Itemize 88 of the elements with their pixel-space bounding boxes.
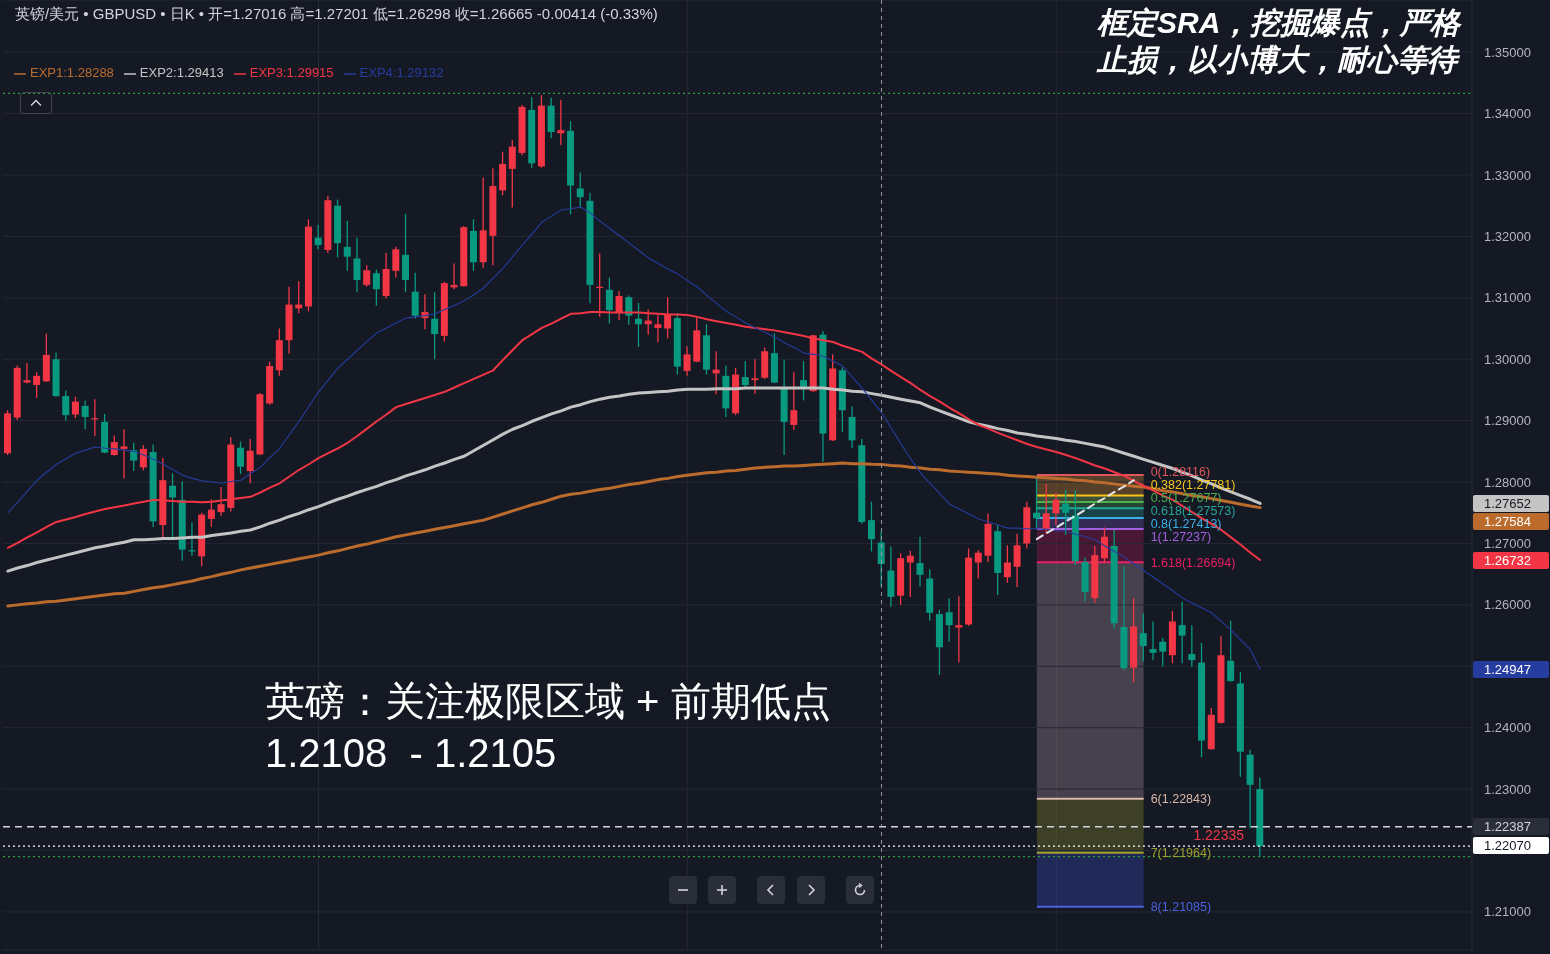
candlestick [130, 442, 138, 472]
candlestick [1003, 544, 1011, 584]
candlestick [945, 597, 953, 643]
candlestick [120, 428, 128, 480]
candlestick [314, 224, 322, 250]
text: 1.27652 [1473, 495, 1549, 512]
candlestick [635, 302, 642, 348]
candlestick [353, 237, 361, 293]
y-tick-label: 1.34000 [1484, 106, 1531, 122]
candlestick [916, 536, 924, 588]
ref-line-label: 1.22070 [1473, 837, 1549, 855]
y-tick-label: 1.33000 [1484, 167, 1531, 183]
legend-label: EXP4:1.29132 [359, 65, 444, 80]
text: 1.24947 [1473, 661, 1549, 678]
text: 1.26732 [1473, 551, 1549, 569]
ref-line-label: 1(1.27237) [1150, 530, 1212, 545]
ref-line-label: 7(1.21964) [1150, 846, 1212, 861]
candlestick [1139, 612, 1147, 663]
y-tick-label: 1.23000 [1484, 781, 1531, 797]
candlestick [790, 371, 798, 431]
candlestick [236, 440, 244, 475]
candlestick [217, 486, 225, 517]
candlestick [33, 371, 41, 399]
candlestick [508, 139, 516, 209]
candlestick [625, 294, 633, 326]
annotation: 1.2108 - 1.2105 [265, 730, 557, 776]
candlestick [955, 595, 963, 664]
candlestick [246, 438, 254, 484]
candlestick [343, 220, 351, 272]
candlestick [1052, 492, 1060, 526]
candlestick [974, 549, 982, 580]
y-tick-label: 1.35000 [1484, 44, 1531, 60]
legend-label: EXP3:1.29915 [249, 65, 334, 80]
candlestick [557, 99, 565, 146]
candlestick [751, 358, 759, 395]
candlestick [1100, 526, 1108, 564]
candlestick [81, 399, 89, 430]
candlestick [848, 405, 856, 449]
candlestick [392, 246, 400, 279]
line-series [1035, 479, 1135, 541]
y-tick-label: 1.31000 [1484, 290, 1531, 306]
candlestick [800, 360, 808, 402]
line-series [7, 206, 1261, 671]
candlestick [139, 444, 147, 472]
ref-line-label: 6(1.22843) [1150, 792, 1212, 807]
legend-label: EXP1:1.28288 [30, 65, 114, 80]
candlestick [71, 396, 79, 419]
candlestick [411, 272, 419, 320]
candlestick [1042, 483, 1050, 535]
y-tick-label: 1.28000 [1484, 474, 1531, 490]
y-tick-label: 1.21000 [1484, 904, 1531, 920]
text: 1.27584 [1473, 513, 1549, 530]
candlestick [1062, 489, 1070, 536]
candlestick [1188, 624, 1196, 668]
candlestick [867, 501, 875, 553]
candlestick [1149, 620, 1157, 661]
candlestick [1013, 533, 1021, 588]
ref-line-label: 1.618(1.26694) [1150, 555, 1236, 570]
y-tick-label: 1.32000 [1484, 228, 1531, 244]
candlestick [431, 291, 439, 360]
candlestick [906, 550, 914, 598]
annotation: 1.22335 [1193, 827, 1244, 844]
candlestick [741, 360, 749, 388]
candlestick [1033, 477, 1041, 529]
candlestick [1227, 620, 1235, 683]
candlestick [605, 276, 613, 325]
candlestick [683, 345, 691, 377]
ref-line-label: 1.22387 [1473, 817, 1549, 835]
legend-label: EXP2:1.29413 [139, 65, 224, 80]
candlestick [1159, 637, 1167, 667]
y-tick-label: 1.26000 [1484, 597, 1531, 613]
y-tick-label: 1.30000 [1484, 351, 1531, 367]
annotation: 框定SRA，挖掘爆点，严格 [1097, 6, 1461, 41]
y-tick-label: 1.24000 [1484, 720, 1531, 736]
y-tick-label: 1.29000 [1484, 413, 1531, 429]
candlestick [169, 472, 177, 538]
y-tick-label: 1.27000 [1484, 535, 1531, 551]
candlestick [372, 268, 380, 307]
ref-line-label: 8(1.21085) [1150, 900, 1212, 915]
candlestick [62, 389, 70, 422]
candlestick [576, 171, 584, 209]
candlestick [363, 264, 371, 288]
chart-title: 英镑/美元 • GBPUSD • 日K • 开=1.27016 高=1.27201 低=1.26298 收=1.26665 -0.00414 (-0.33%) [15, 5, 658, 24]
candlestick [207, 498, 215, 528]
line-series [6, 461, 1262, 608]
annotation: 英磅：关注极限区域 + 前期低点 [265, 678, 831, 724]
candlestick [1178, 601, 1186, 664]
candlestick [654, 314, 662, 343]
